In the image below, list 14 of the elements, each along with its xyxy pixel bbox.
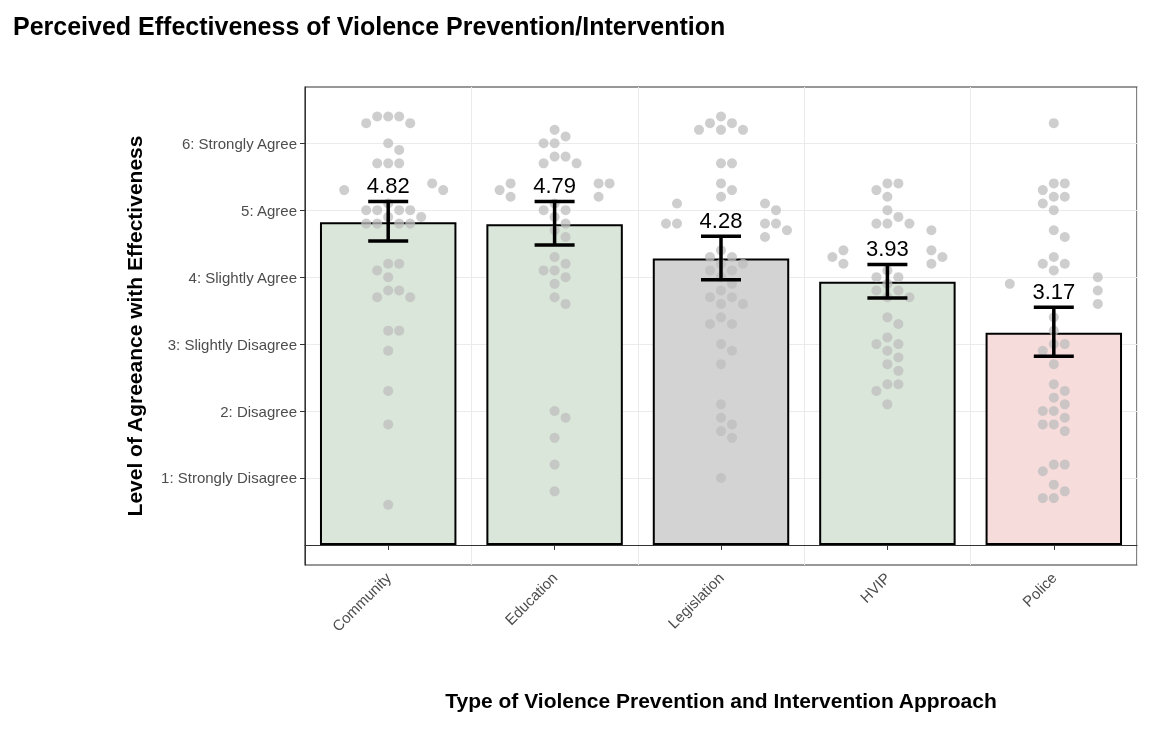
data-label: 4.28	[699, 207, 743, 233]
y-tick-label: 3: Slightly Disagree	[167, 335, 297, 353]
y-tick-label: 6: Strongly Agree	[181, 134, 297, 152]
y-tick-label: 2: Disagree	[220, 402, 297, 420]
x-axis-title: Type of Violence Prevention and Intervention Approach	[445, 689, 997, 712]
y-tick-label: 4: Slightly Agree	[188, 268, 297, 286]
y-axis-title: Level of Agreeance with Effectiveness	[123, 135, 146, 517]
data-label: 3.93	[865, 235, 909, 261]
data-label: 4.82	[366, 172, 410, 198]
data-label: 4.79	[533, 172, 577, 198]
data-label: 3.17	[1032, 278, 1076, 304]
chart-title: Perceived Effectiveness of Violence Prevention/Intervention	[13, 11, 726, 40]
y-tick-label: 5: Agree	[241, 201, 297, 219]
y-tick-label: 1: Strongly Disagree	[161, 469, 297, 487]
